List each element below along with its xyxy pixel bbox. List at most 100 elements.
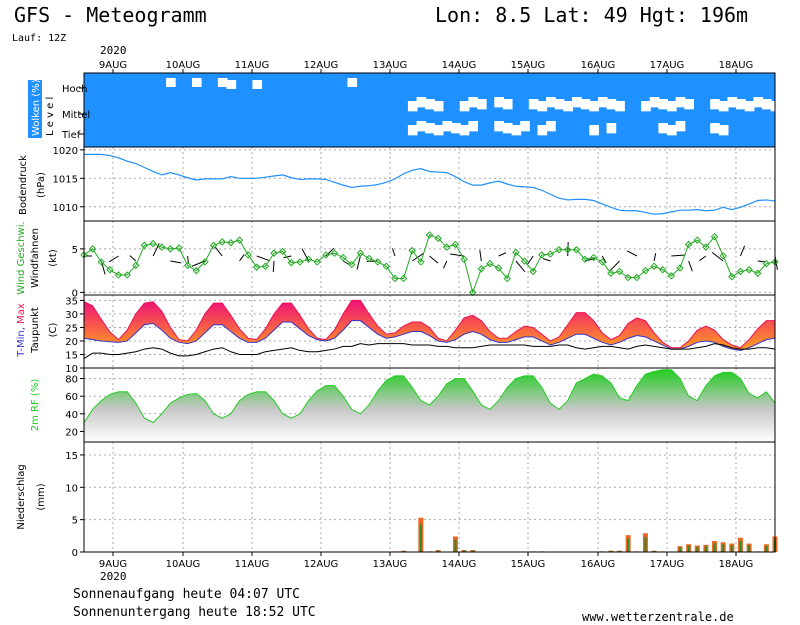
wind-speed-point [728,273,736,281]
y-tick-label: 15 [65,350,78,361]
precip-conv-bar [627,538,630,552]
wind-speed-point [443,243,451,251]
wind-barb [356,255,361,270]
wind-speed-point [270,249,278,257]
wind-speed-point [710,232,719,241]
wind-speed-point [754,269,762,277]
precip-conv-bar [419,524,422,552]
precip-conv-bar [730,545,733,552]
cloud-cover-cell [658,123,669,134]
wind-barb [392,248,396,257]
wind-speed-point [132,261,140,270]
cloud-cover-cell [546,97,556,108]
wind-speed-point [140,241,149,250]
wind-speed-point [512,248,520,257]
wind-barb [301,248,310,262]
precip-conv-bar [739,540,742,552]
wind-barb [609,260,620,272]
temperature-axis-label: T-Min, Max [16,303,27,358]
wind-speed-point [676,264,684,272]
wind-speed-point [158,243,166,251]
tmax-line [83,299,775,349]
cloud-cover-cell [667,101,677,112]
cloud-cover-cell [494,97,504,108]
wind-speed-point [382,262,391,270]
y-tick-label: 40 [65,410,78,421]
cloud-cover-cell [502,99,513,110]
wind-barb-axis-label: Windfahnen [30,228,41,288]
precip-conv-bar [644,536,647,552]
wind-speed-point [166,245,175,253]
y-tick-label: 0 [72,548,78,559]
cloud-axis-label: Wolken (%) [31,79,42,136]
wind-speed-point [287,259,296,267]
y-tick-label: 0 [72,288,78,299]
wind-speed-point [209,241,218,250]
wind-speed-point [201,258,209,266]
wind-speed-point [304,255,313,264]
precip-conv-bar [653,550,656,552]
cloud-cover-cell [502,123,513,134]
wind-speed-point [684,240,693,249]
wind-speed-point [572,246,581,254]
cloud-cover-cell [546,121,556,132]
wind-speed-point [538,251,546,259]
date-label-bottom: 9AUG [99,559,127,570]
source-credit: www.wetterzentrale.de [582,610,734,624]
wind-speed-point [149,239,157,248]
cloud-level-label: Mittel [62,110,90,121]
precip-conv-bar [722,544,725,552]
cloud-cover-cell [425,123,435,134]
wind-barb [526,255,534,266]
wind-speed-point [244,251,252,259]
wind-speed-axis-label: Wind Geschwi. [16,221,27,294]
cloud-cover-cell [468,97,479,108]
cloud-cover-cell [675,121,686,132]
wind-barb [108,255,119,263]
wind-speed-point [322,251,330,259]
cloud-cover-cell [606,99,617,110]
date-label-top: 16AUG [581,60,616,71]
date-label-top: 13AUG [373,60,408,71]
humidity-axis-label: 2m RF (%) [30,379,41,432]
y-tick-label: 15 [65,451,78,462]
cloud-cover-cell [727,97,738,108]
sunrise-text: Sonnenaufgang heute 04:07 UTC [73,587,300,602]
wind-barb [498,252,507,257]
wind-speed-point [546,250,555,258]
precip-conv-bar [704,546,707,552]
cloud-cover-cell [762,99,772,110]
wind-speed-point [477,265,486,273]
wind-speed-point [563,246,572,254]
date-label-bottom: 16AUG [581,559,616,570]
y-tick-label: 30 [65,310,78,321]
cloud-cover-cell [416,121,427,132]
wind-barb [757,260,766,263]
wind-speed-point [434,234,442,243]
cloud-cover-cell [641,101,651,112]
date-label-bottom: 10AUG [166,559,201,570]
wind-speed-point [494,264,503,272]
precip-conv-bar [402,550,405,552]
precip-conv-bar [678,547,681,552]
date-label-bottom: 15AUG [511,559,546,570]
cloud-level-label: Tief [61,130,81,141]
date-label-top: 11AUG [235,60,270,71]
wind-barb [443,260,448,269]
y-tick-label: 10 [65,483,78,494]
wind-speed-point [218,238,226,246]
wind-speed-point [356,249,365,257]
chart-title: GFS - Meteogramm [14,3,207,27]
y-tick-label: 1020 [53,146,78,157]
cloud-cover-cell [442,121,453,132]
wind-speed-point [641,266,650,275]
wind-speed-point [581,255,589,264]
cloud-cover-cell [537,101,548,112]
wind-barb [739,245,746,257]
level-axis-label: L e v e l [45,97,56,136]
model-run-label: Lauf: 12Z [12,33,67,44]
wind-barb [191,260,206,267]
date-label-top: 18AUG [719,60,754,71]
wind-speed-point [529,267,537,276]
